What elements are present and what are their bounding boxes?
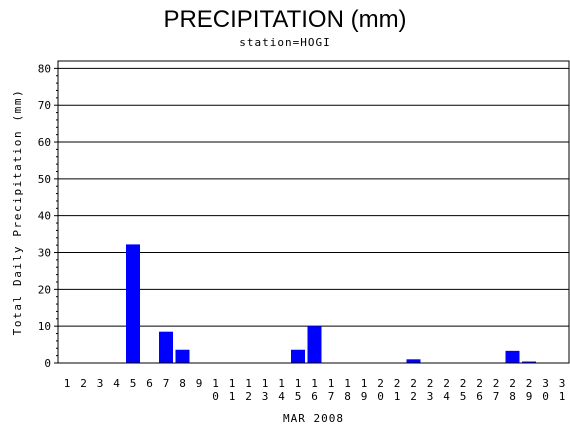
bar-day-16 [307,326,322,363]
x-tick-label: 8 [179,377,186,390]
x-tick-label: 5 [130,377,137,390]
x-tick-label: 6 [146,377,153,390]
y-tick-label: 10 [38,320,51,333]
bar-day-29 [522,361,536,363]
bar-day-28 [505,350,520,363]
chart-title: PRECIPITATION (mm) [163,6,407,33]
x-tick-label: 3 [97,377,104,390]
y-tick-label: 0 [44,357,51,370]
bar-day-8 [175,349,190,363]
x-tick-label: 2 [80,377,87,390]
y-tick-label: 30 [38,247,51,260]
y-tick-label: 20 [38,283,51,296]
y-tick-label: 40 [38,210,51,223]
x-axis-label: MAR 2008 [283,412,344,425]
bar-day-7 [159,331,173,363]
bar-day-22 [406,359,421,363]
x-tick-label: 4 [113,377,120,390]
y-tick-label: 50 [38,173,51,186]
bar-layer [126,244,536,363]
x-axis-ticks: 1 2 3 4 5 6 7 8 9 1 01 11 21 31 41 51 61 71 81 92 02 12 22 32 42… [64,377,566,403]
x-tick-label: 9 [196,377,203,390]
y-axis-label: Total Daily Precipitation (mm) [11,89,24,336]
y-axis-ticks: 0 10 20 30 40 50 60 70 80 [38,62,58,370]
y-tick-label: 60 [38,136,51,149]
plot-frame [57,60,570,364]
x-tick-label: 1 [64,377,71,390]
y-tick-label: 80 [38,62,51,75]
chart-subtitle: station=HOGI [239,36,331,49]
y-tick-label: 70 [38,99,51,112]
bar-day-5 [126,244,140,363]
bar-day-15 [291,349,305,363]
x-tick-label: 7 [163,377,170,390]
